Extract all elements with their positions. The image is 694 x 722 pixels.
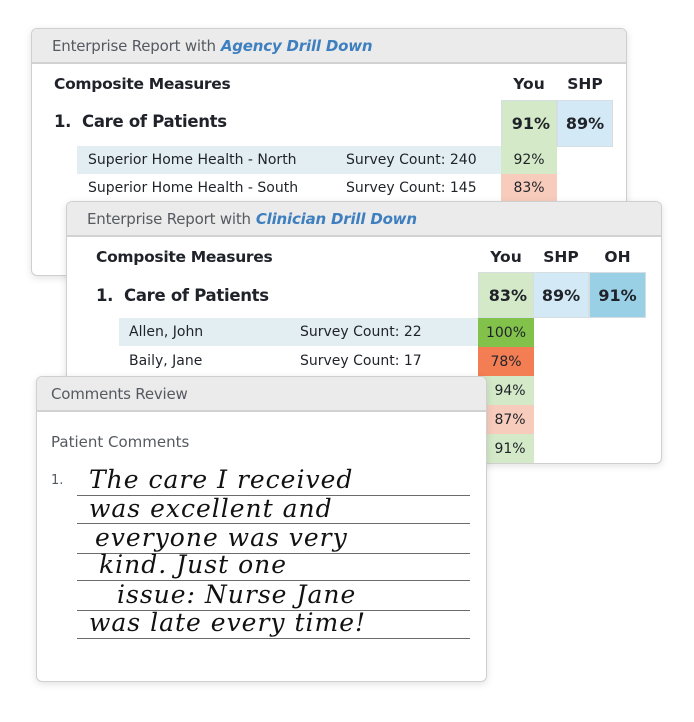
clinician-name[interactable]: Baily, Jane — [129, 353, 203, 369]
measure-you-value: 91% — [511, 114, 550, 133]
agency-value-cell: 83% — [501, 174, 557, 202]
panel-title-prefix: Enterprise Report with — [52, 36, 216, 55]
comment-number: 1. — [51, 473, 64, 488]
writing-line — [77, 495, 470, 496]
column-header-shp: SHP — [567, 75, 603, 93]
clinician-value-cell: 87% — [478, 405, 534, 434]
agency-value: 83% — [513, 180, 545, 196]
measure-shp-value: 89% — [565, 114, 605, 133]
measure-you-cell: 91% — [501, 100, 557, 147]
survey-count: Survey Count: 17 — [300, 353, 422, 369]
measure-you-value: 83% — [488, 285, 527, 305]
section-title: Composite Measures — [54, 75, 231, 93]
agency-value-cell: 92% — [501, 146, 557, 174]
panel-title-accent: Agency Drill Down — [220, 36, 373, 55]
survey-count: Survey Count: 22 — [300, 324, 422, 340]
clinician-value: 87% — [494, 411, 526, 428]
agency-name[interactable]: Superior Home Health - North — [88, 152, 297, 168]
survey-count: Survey Count: 240 — [346, 152, 477, 168]
panel-header: Enterprise Report with Clinician Drill D… — [67, 202, 661, 237]
measure-shp-cell: 89% — [557, 100, 613, 147]
clinician-value: 94% — [494, 382, 526, 399]
measure-you-cell: 83% — [478, 272, 534, 318]
handwritten-line: The care I received — [89, 465, 354, 494]
clinician-value-cell: 91% — [478, 434, 534, 463]
handwritten-line: kind. Just one — [99, 550, 288, 579]
panel-header: Enterprise Report with Agency Drill Down — [32, 29, 626, 64]
clinician-value: 91% — [494, 440, 526, 457]
panel-title-prefix: Enterprise Report with — [87, 209, 251, 228]
table-row-highlight — [119, 318, 478, 346]
section-title: Patient Comments — [51, 433, 190, 451]
measure-shp-value: 89% — [541, 285, 581, 305]
column-header-you: You — [513, 75, 545, 93]
writing-line — [77, 553, 470, 554]
measure-oh-value: 91% — [598, 285, 637, 305]
agency-name[interactable]: Superior Home Health - South — [88, 180, 299, 196]
handwritten-line: everyone was very — [95, 523, 348, 552]
survey-count: Survey Count: 145 — [346, 180, 477, 196]
column-header-oh: OH — [604, 248, 631, 266]
clinician-value: 78% — [490, 353, 522, 370]
clinician-value-cell: 78% — [478, 347, 534, 376]
measure-label[interactable]: 1. Care of Patients — [54, 112, 227, 131]
clinician-name[interactable]: Allen, John — [129, 324, 204, 340]
writing-line — [77, 638, 470, 639]
section-title: Composite Measures — [96, 248, 273, 266]
column-header-you: You — [490, 248, 522, 266]
handwritten-line: issue: Nurse Jane — [117, 580, 357, 609]
measure-oh-cell: 91% — [589, 272, 646, 318]
writing-line — [77, 523, 470, 524]
table-row-highlight — [77, 146, 501, 174]
panel-title: Comments Review — [51, 384, 188, 403]
panel-header: Comments Review — [37, 377, 486, 412]
column-header-shp: SHP — [543, 248, 579, 266]
handwritten-line: was excellent and — [89, 494, 333, 523]
writing-line — [77, 580, 470, 581]
agency-drill-down-panel: Enterprise Report with Agency Drill Down… — [31, 28, 627, 276]
clinician-value-cell: 100% — [478, 318, 534, 347]
comments-review-panel: Comments Review Patient Comments 1. The … — [36, 376, 487, 682]
measure-label[interactable]: 1. Care of Patients — [96, 286, 269, 305]
panel-title-accent: Clinician Drill Down — [255, 209, 417, 228]
handwritten-line: was late every time! — [89, 608, 367, 637]
clinician-value: 100% — [485, 324, 527, 341]
agency-value: 92% — [513, 152, 545, 168]
measure-shp-cell: 89% — [533, 272, 589, 318]
clinician-value-cell: 94% — [478, 376, 534, 405]
writing-line — [77, 610, 470, 611]
